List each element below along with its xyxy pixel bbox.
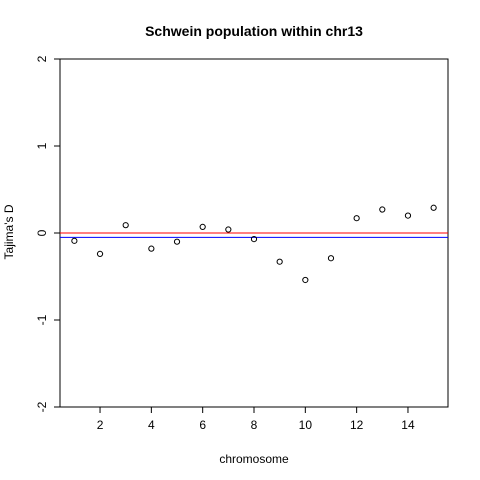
y-axis: -2 -1 0 1 2: [35, 55, 60, 412]
x-tick-label: 6: [199, 418, 206, 432]
data-point: [327, 255, 335, 262]
x-tick-label: 2: [97, 418, 104, 432]
data-point: [302, 276, 309, 284]
data-point: [96, 250, 104, 257]
y-tick-label: -1: [35, 314, 49, 325]
y-axis-label: Tajima's D: [2, 204, 16, 259]
data-point: [173, 238, 181, 245]
data-points: [71, 204, 437, 284]
x-tick-label: 8: [251, 418, 258, 432]
y-tick-label: -2: [35, 401, 49, 412]
reference-lines: [60, 232, 448, 238]
data-point: [250, 235, 258, 243]
data-point: [225, 226, 232, 233]
data-point: [71, 237, 78, 244]
x-tick-label: 4: [148, 418, 155, 432]
x-tick-label: 12: [350, 418, 364, 432]
x-axis: 2 4 6 8 10 12 14: [97, 407, 415, 432]
chart-title: Schwein population within chr13: [145, 23, 363, 39]
data-point: [404, 212, 412, 219]
y-tick-label: 0: [35, 229, 49, 236]
data-point: [276, 258, 283, 265]
y-tick-label: 2: [35, 55, 49, 62]
x-tick-label: 10: [299, 418, 313, 432]
data-point: [148, 245, 155, 252]
data-point: [122, 222, 129, 229]
data-point: [379, 206, 386, 213]
x-tick-label: 14: [401, 418, 415, 432]
data-point: [430, 204, 437, 211]
x-axis-label: chromosome: [219, 452, 289, 466]
data-point: [353, 215, 360, 222]
data-point: [199, 223, 206, 231]
y-tick-label: 1: [35, 142, 49, 149]
